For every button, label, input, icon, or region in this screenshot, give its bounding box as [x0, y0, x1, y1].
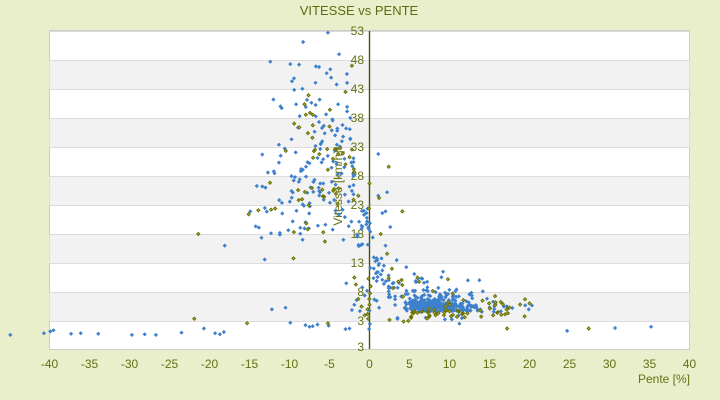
svg-text:5: 5 — [406, 357, 413, 371]
svg-text:48: 48 — [351, 53, 365, 67]
svg-text:-40: -40 — [41, 357, 59, 371]
svg-text:30: 30 — [603, 357, 617, 371]
svg-text:33: 33 — [351, 140, 365, 154]
svg-text:23: 23 — [351, 198, 365, 212]
svg-text:-5: -5 — [324, 357, 335, 371]
svg-text:20: 20 — [523, 357, 537, 371]
svg-text:0: 0 — [366, 357, 373, 371]
svg-text:-10: -10 — [281, 357, 299, 371]
svg-text:53: 53 — [351, 24, 365, 38]
svg-text:40: 40 — [683, 357, 697, 371]
svg-text:-35: -35 — [81, 357, 99, 371]
svg-text:8: 8 — [357, 285, 364, 299]
svg-text:-25: -25 — [161, 357, 179, 371]
svg-text:43: 43 — [351, 82, 365, 96]
svg-text:25: 25 — [563, 357, 577, 371]
svg-text:38: 38 — [351, 111, 365, 125]
svg-text:3: 3 — [357, 314, 364, 328]
svg-text:13: 13 — [351, 256, 365, 270]
svg-text:-15: -15 — [241, 357, 259, 371]
svg-text:10: 10 — [443, 357, 457, 371]
svg-text:15: 15 — [483, 357, 497, 371]
svg-text:-30: -30 — [121, 357, 139, 371]
svg-text:-20: -20 — [201, 357, 219, 371]
svg-text:35: 35 — [643, 357, 657, 371]
svg-text:3: 3 — [357, 340, 364, 354]
svg-text:VITESSE vs PENTE: VITESSE vs PENTE — [300, 3, 419, 18]
svg-text:Pente [%]: Pente [%] — [638, 372, 690, 386]
